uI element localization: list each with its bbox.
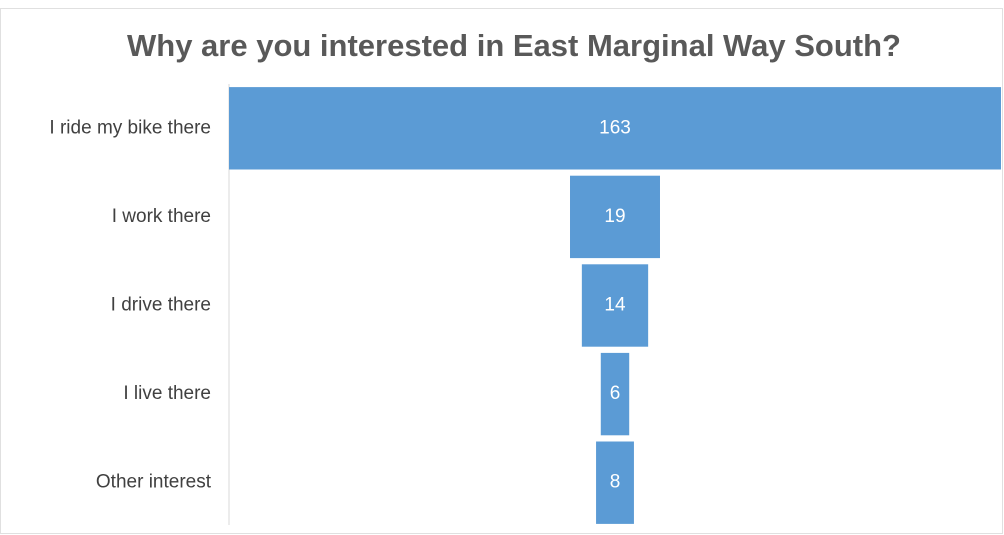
category-label: I live there xyxy=(123,383,211,404)
funnel-bar xyxy=(570,175,660,259)
funnel-bar xyxy=(581,264,649,347)
chart-title: Why are you interested in East Marginal … xyxy=(127,28,901,63)
chart-frame xyxy=(0,8,1003,534)
funnel-bar xyxy=(596,441,634,524)
funnel-bar xyxy=(229,87,1001,170)
value-label: 8 xyxy=(610,472,621,493)
category-label: Other interest xyxy=(96,472,212,493)
value-label: 6 xyxy=(610,383,621,404)
category-label: I work there xyxy=(112,206,211,227)
value-label: 19 xyxy=(604,206,625,227)
category-label: I ride my bike there xyxy=(49,117,211,138)
value-label: 163 xyxy=(599,117,631,138)
value-label: 14 xyxy=(604,295,626,316)
funnel-bar xyxy=(600,352,630,436)
category-label: I drive there xyxy=(111,295,211,316)
